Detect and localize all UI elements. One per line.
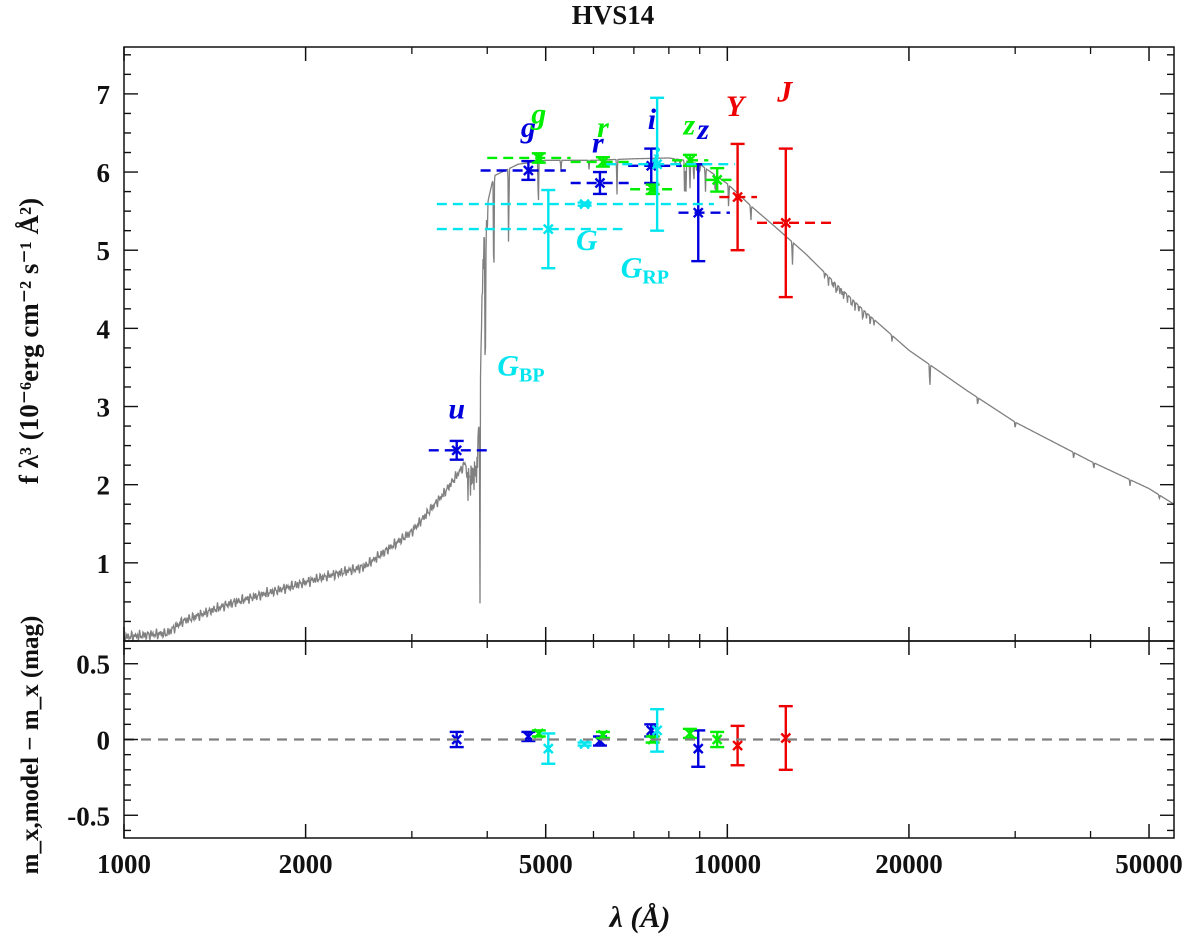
photometry-point-panstarrs-i [630,183,676,196]
photometry-point-gaia-g_bp [436,188,623,270]
residual-panel [124,704,1174,772]
photometry-point-sdss-r [570,170,634,196]
band-label-j: J [776,76,793,109]
y-tick-label-bottom: -0.5 [67,801,110,831]
photometry-point-gaia-g_rp [606,96,736,232]
band-label-u: u [448,392,465,425]
x-tick-label: 50000 [1115,849,1183,879]
residual-point-panstarrs-r [595,729,610,741]
band-label-z: z [682,109,695,142]
gaia-label-rp: GRP [621,252,669,289]
data-marker [579,198,590,210]
x-tick-label: 20000 [875,849,943,879]
data-marker [542,223,554,235]
y-tick-label-bottom: 0.5 [76,650,110,680]
y-axis-label-bottom: m_x,model − m_x (mag) [17,616,44,875]
gaia-label-bp: GBP [497,349,544,386]
data-marker [647,183,658,195]
residual-point-panstarrs-g [531,728,546,739]
band-label-i: i [652,142,661,175]
residual-marker [533,728,545,739]
data-marker [533,152,545,164]
data-marker [597,156,609,168]
band-label-y: Y [726,90,747,123]
residual-marker [711,734,723,745]
residual-point-sdss-g [521,730,536,743]
y-tick-label-top: 2 [97,471,111,501]
band-label-z: z [696,113,709,146]
residual-marker [692,743,704,754]
photometry-point-sdss-u [428,439,488,461]
chart-title: HVS14 [572,0,655,30]
axes-ticks: 1000 2000 5000 10000 20000 50000 1 2 3 4 5 6 7 0.5 0 -0… [67,46,1183,879]
residual-point-panstarrs-z [682,727,697,740]
residual-point-panstarrs-y [710,730,725,749]
gaia-label-subscript: BP [519,364,545,386]
residual-marker [579,738,590,750]
band-label-i: i [648,103,657,136]
residual-point-gaia-g [577,738,592,750]
y-tick-label-top: 5 [97,236,111,266]
photometry-point-ukidss-j [757,147,832,299]
model-spectrum [124,157,1174,641]
data-marker [692,207,704,219]
photometry-point-panstarrs-g [487,152,571,164]
residual-point-gaia-g_rp [650,707,665,753]
gaia-label-subscript: RP [642,267,669,289]
photometry-point-sdss-g [480,159,566,182]
x-axis-label: λ (Å) [608,901,671,934]
y-tick-label-top: 3 [97,393,111,423]
photometry-point-ukidss-y [719,142,758,252]
gaia-label-g: G [576,224,598,257]
data-marker [451,444,463,456]
band-label-r: r [592,127,604,160]
residual-marker [651,725,663,736]
data-marker [711,174,723,186]
residual-marker [523,731,534,742]
y-tick-label-top: 4 [97,314,111,344]
x-tick-label: 5000 [519,849,573,879]
residual-point-ukidss-y [730,724,745,767]
photometry-point-panstarrs-r [570,156,634,168]
data-marker [732,191,743,203]
band-label-g: g [520,111,536,144]
residual-marker [597,729,609,741]
residual-marker [542,743,554,754]
y-tick-label-top: 1 [97,549,111,579]
photometry-point-panstarrs-y [705,166,733,193]
y-tick-label-top: 7 [97,80,111,110]
data-marker [594,177,606,189]
y-tick-label-bottom: 0 [97,726,111,756]
data-marker [651,158,663,170]
residual-marker [684,728,696,739]
y-tick-label-top: 6 [97,158,111,188]
x-tick-label: 1000 [97,849,151,879]
y-axis-label-top: f λ³ (10⁻⁶erg cm⁻² s⁻¹ Å²) [14,198,44,484]
residual-marker [732,740,743,751]
data-marker [780,217,792,229]
residual-point-gaia-g_bp [541,732,556,765]
x-tick-label: 10000 [694,849,762,879]
data-marker [523,165,534,176]
band-label-r: r [597,111,609,144]
band-label-g: g [530,98,546,131]
photometry-point-gaia-g [436,198,714,210]
top-frame [123,46,1175,642]
x-tick-label: 2000 [279,849,333,879]
residual-marker [780,732,792,744]
residual-point-ukidss-j [778,704,793,772]
